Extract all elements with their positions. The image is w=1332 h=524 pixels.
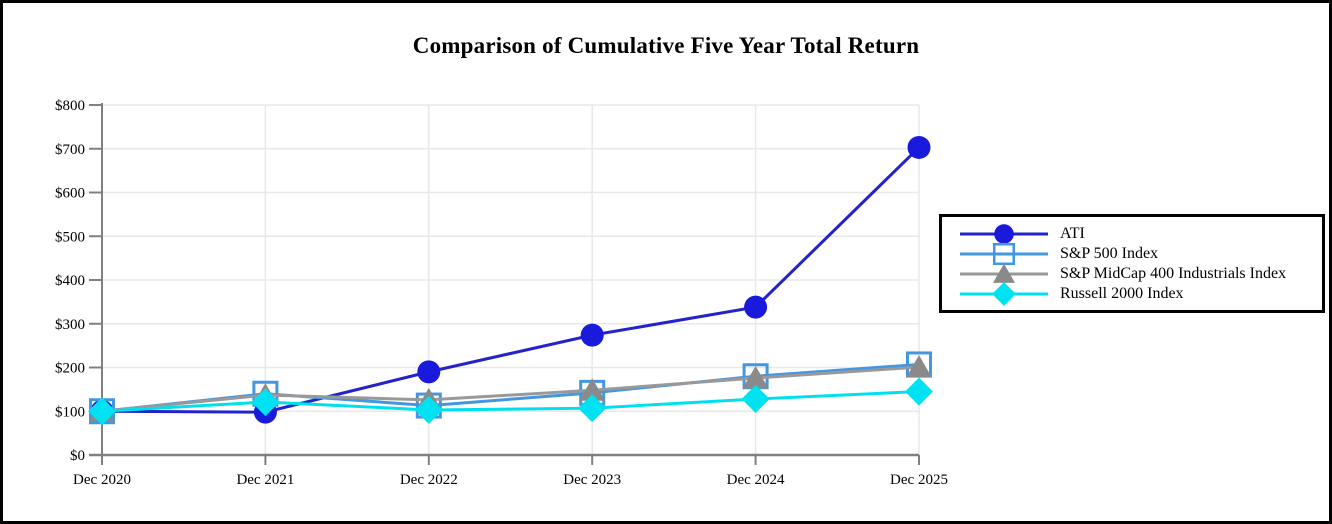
line-chart: $0 $100 $200 $300 $400 $500 $600 $700 $800 Dec 20…: [55, 98, 948, 488]
series-line: [101, 390, 920, 413]
legend-label: Russell 2000 Index: [1060, 284, 1184, 302]
legend-item: S&P 500 Index: [958, 242, 1322, 265]
y-axis-labels: $0 $100 $200 $300 $400 $500 $600 $700 $800: [55, 98, 85, 464]
x-tick-label: Dec 2025: [890, 472, 948, 488]
y-tick-label: $600: [55, 186, 85, 202]
y-tick-label: $0: [70, 448, 85, 464]
data-point-diamond-icon: [88, 397, 116, 426]
x-tick-label: Dec 2024: [727, 472, 785, 488]
legend-label: ATI: [1060, 224, 1085, 242]
data-point-diamond-icon: [251, 388, 280, 417]
legend-label: S&P 500 Index: [1060, 244, 1159, 262]
data-point-open-square-icon: [992, 242, 1016, 265]
data-point-triangle-icon: [992, 263, 1016, 283]
x-tick-label: Dec 2020: [73, 472, 131, 488]
x-tick-label: Dec 2023: [563, 472, 621, 488]
y-tick-label: $700: [55, 142, 85, 158]
y-tick-label: $200: [55, 361, 85, 377]
series-russell-2000-index: [88, 377, 933, 426]
data-point-triangle-icon: [906, 355, 932, 378]
legend-box: ATI S&P 500 Index S&P MidCap 400 Industria…: [939, 214, 1325, 313]
legend-item: Russell 2000 Index: [958, 281, 1322, 306]
data-point-diamond-icon: [741, 385, 770, 413]
gridlines: [102, 104, 920, 455]
data-point-circle-icon: [994, 223, 1014, 244]
data-point-diamond-icon: [905, 377, 933, 406]
legend-item: ATI: [958, 223, 1322, 244]
legend-item: S&P MidCap 400 Industrials Index: [958, 263, 1322, 284]
y-tick-label: $300: [55, 317, 85, 333]
x-tick-label: Dec 2022: [400, 472, 458, 488]
y-tick-label: $100: [55, 404, 85, 420]
x-axis-labels: Dec 2020 Dec 2021 Dec 2022 Dec 2023 Dec 2024…: [73, 472, 948, 488]
data-point-circle-icon: [907, 135, 931, 159]
data-point-diamond-icon: [578, 394, 607, 423]
series-line: [101, 365, 920, 413]
data-point-circle-icon: [744, 295, 768, 319]
data-point-diamond-icon: [992, 281, 1016, 306]
legend-key-diamond-icon: [960, 281, 1048, 306]
legend-key-triangle-icon: [960, 263, 1048, 283]
data-point-circle-icon: [580, 323, 604, 347]
y-tick-label: $800: [55, 98, 85, 114]
data-point-circle-icon: [417, 360, 441, 384]
axes: [89, 103, 920, 465]
x-tick-label: Dec 2021: [236, 472, 294, 488]
series-line: [101, 146, 921, 414]
legend-key-circle-icon: [960, 223, 1048, 244]
data-point-triangle-icon: [579, 378, 606, 401]
chart-title: Comparison of Cumulative Five Year Total…: [412, 33, 920, 58]
data-point-diamond-icon: [414, 395, 443, 424]
y-tick-label: $400: [55, 273, 85, 289]
data-point-triangle-icon: [742, 366, 769, 389]
y-tick-label: $500: [55, 229, 85, 245]
legend-label: S&P MidCap 400 Industrials Index: [1060, 264, 1287, 282]
legend-key-open-square-icon: [960, 242, 1048, 265]
